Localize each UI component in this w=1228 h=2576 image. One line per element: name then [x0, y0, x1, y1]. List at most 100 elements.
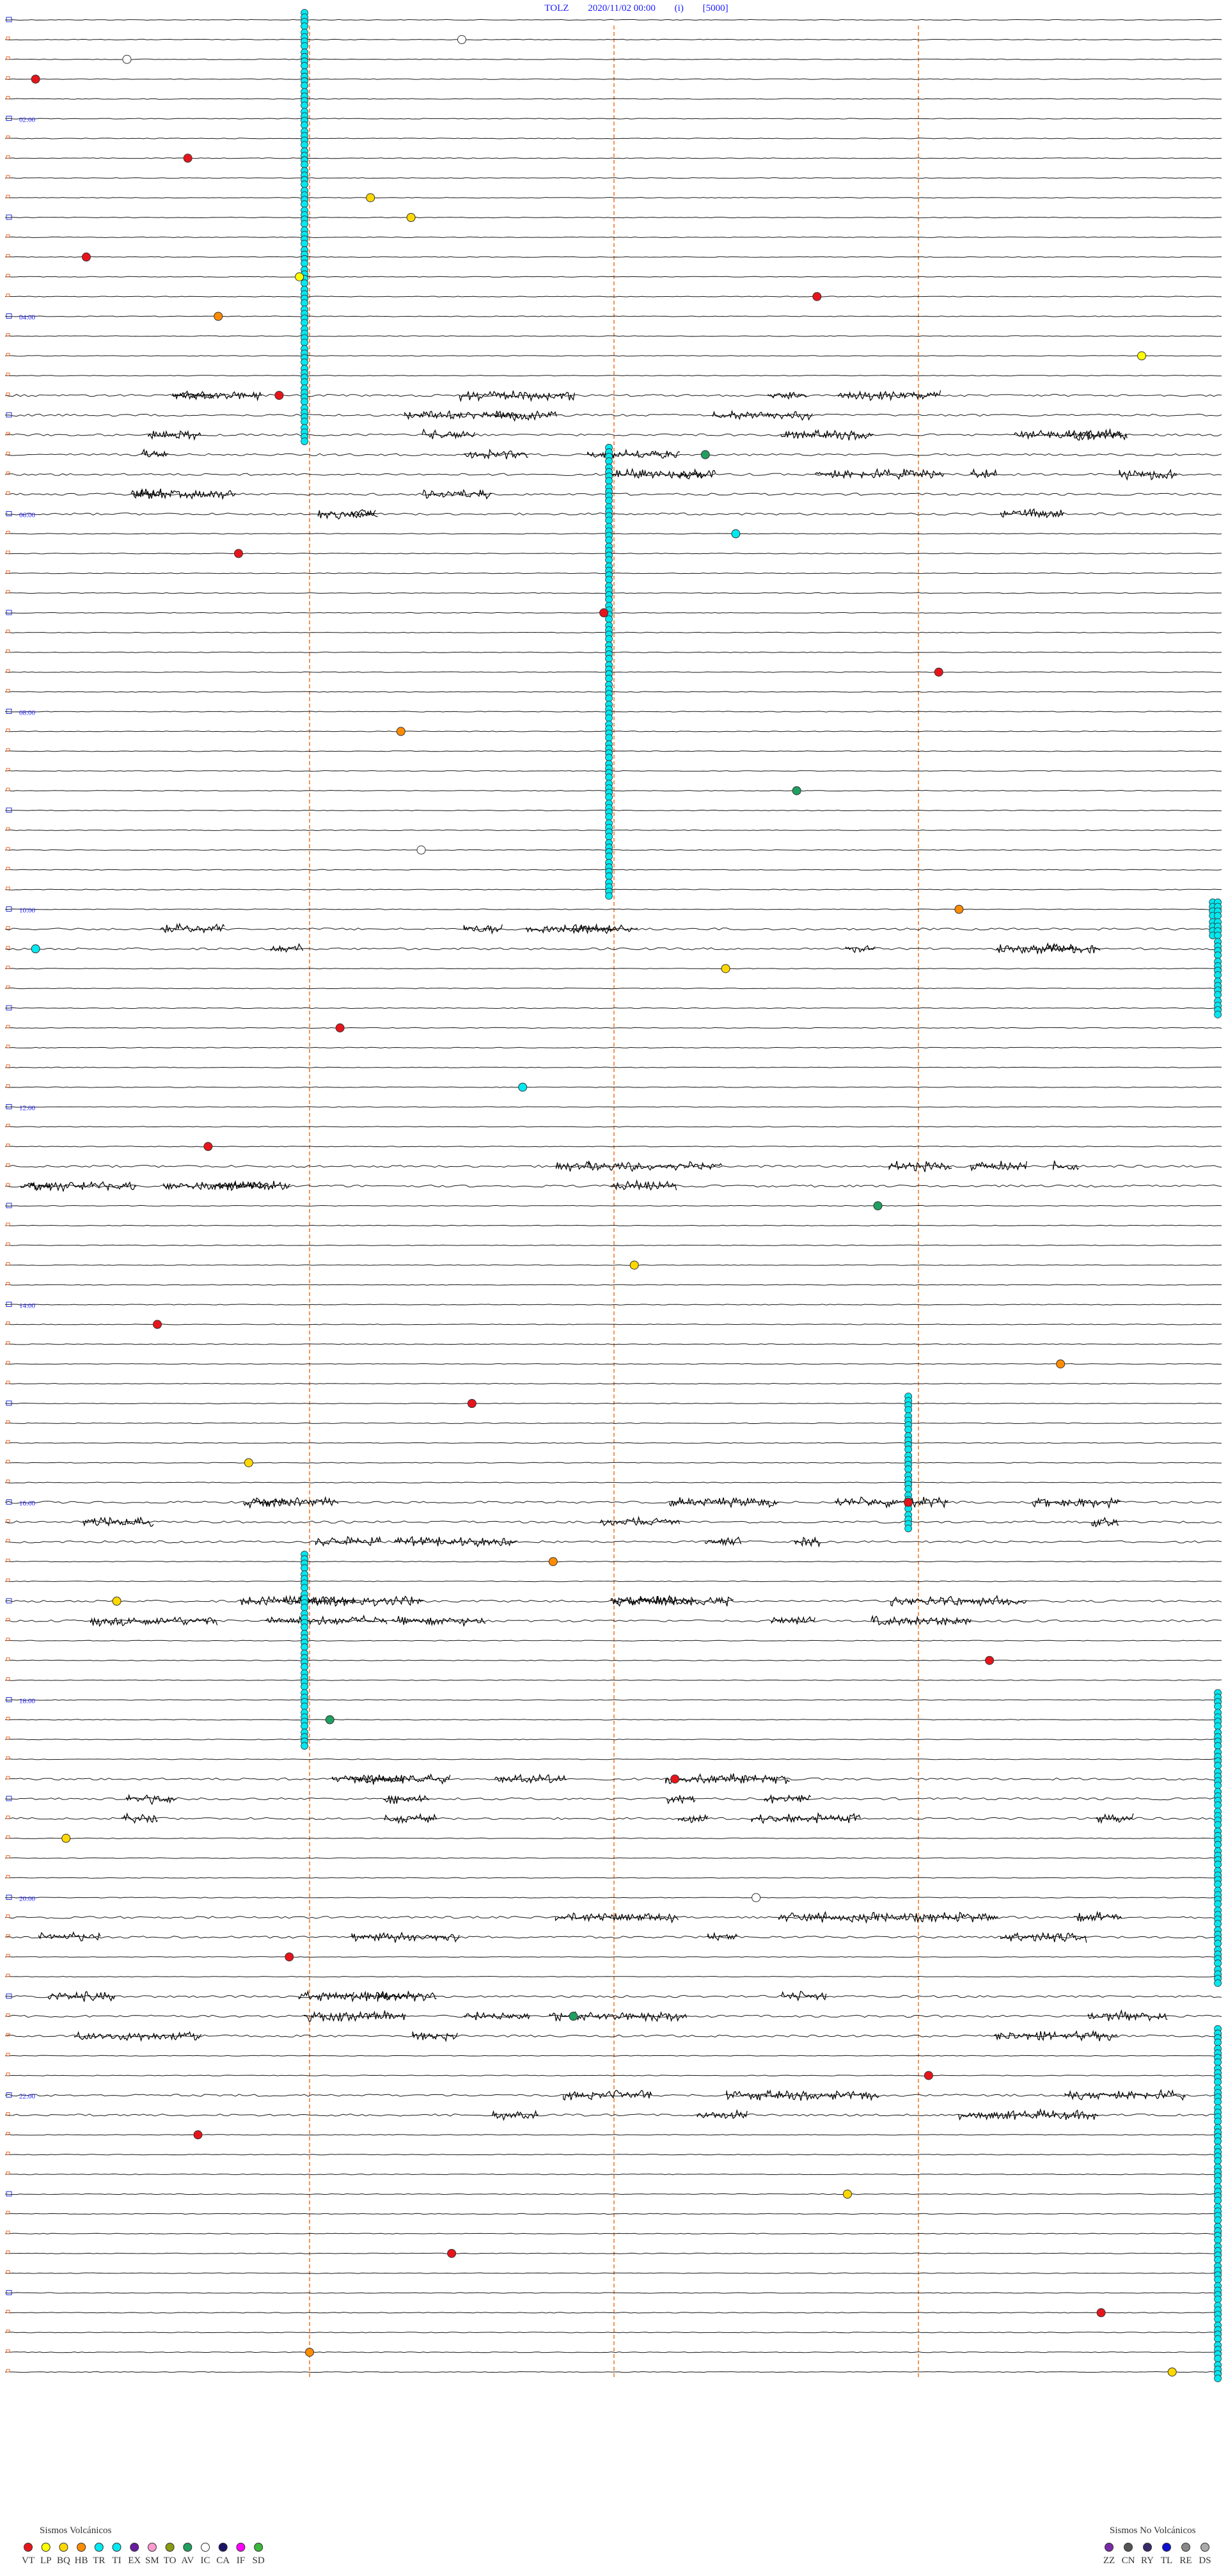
signal-burst [175, 390, 262, 402]
signal-burst [132, 488, 236, 500]
legend-swatch [165, 2543, 175, 2552]
legend-code: ZZ [1103, 2556, 1115, 2566]
trace-row [4, 968, 1222, 970]
tremor-marker [605, 714, 613, 722]
event-marker [1056, 1359, 1066, 1369]
signal-burst [524, 924, 638, 935]
tremor-marker [1214, 2315, 1222, 2323]
row-marker [6, 1341, 10, 1345]
row-marker [6, 807, 12, 813]
row-marker [6, 1143, 10, 1147]
event-marker [792, 786, 801, 796]
tremor-marker [1214, 2236, 1222, 2244]
row-marker [6, 2151, 10, 2155]
trace-row [4, 1047, 1222, 1048]
row-marker [6, 1558, 10, 1562]
row-marker [6, 96, 10, 100]
event-marker [305, 2348, 314, 2357]
trace-row [4, 889, 1222, 890]
tremor-marker [301, 259, 308, 267]
signal-burst [496, 410, 557, 422]
tremor-marker [301, 279, 308, 287]
event-marker [203, 1142, 213, 1151]
row-marker [6, 2211, 10, 2215]
event-marker [518, 1082, 528, 1092]
signal-burst [726, 2090, 766, 2101]
event-marker [467, 1399, 476, 1408]
row-marker [6, 1835, 10, 1839]
row-marker [6, 234, 10, 238]
row-marker [6, 1005, 12, 1011]
row-marker [6, 274, 10, 278]
tremor-marker [301, 239, 308, 248]
tremor-marker [1214, 1722, 1222, 1730]
row-marker [6, 76, 10, 80]
tremor-marker [605, 734, 613, 742]
legend-code: EX [128, 2556, 141, 2566]
tremor-marker [1214, 2256, 1222, 2264]
tremor-markers [301, 9, 1222, 2383]
legend-code: VT [22, 2556, 35, 2566]
row-marker [6, 1440, 10, 1444]
trace-row [4, 573, 1222, 574]
tremor-marker [301, 1584, 308, 1592]
row-marker [6, 906, 12, 912]
trace-row [4, 947, 1222, 951]
tremor-marker [301, 61, 308, 70]
signal-burst [587, 1160, 723, 1173]
row-marker [6, 768, 10, 771]
legend-swatch [1181, 2543, 1190, 2552]
tremor-marker [605, 576, 613, 584]
signal-burst [74, 2031, 202, 2043]
tremor-marker [1214, 1920, 1222, 1928]
row-marker [6, 1638, 10, 1641]
row-marker [6, 372, 10, 376]
trace-row [4, 1659, 1222, 1661]
event-marker [812, 292, 822, 301]
tremor-marker [1214, 1959, 1222, 1968]
tremor-marker [605, 635, 613, 643]
legend-code: CN [1122, 2556, 1135, 2566]
row-marker [6, 56, 10, 60]
row-marker [6, 748, 10, 752]
trace-row [4, 2074, 1222, 2076]
tremor-marker [1214, 1900, 1222, 1908]
trace-row [4, 1442, 1222, 1444]
signal-burst [265, 1614, 388, 1625]
row-marker [6, 1993, 12, 1999]
signal-burst [781, 1991, 827, 2002]
row-marker [6, 1222, 10, 1226]
signal-burst [764, 1794, 811, 1804]
trace-row [4, 2034, 1222, 2038]
tremor-marker [1214, 2216, 1222, 2224]
row-marker [6, 1064, 10, 1068]
tremor-marker [1214, 2157, 1222, 2165]
trace-row [4, 849, 1222, 851]
row-marker [6, 392, 10, 396]
trace-row [4, 2371, 1222, 2373]
signal-bursts [20, 390, 1186, 2121]
signal-burst [351, 1931, 460, 1943]
row-marker [6, 1815, 10, 1819]
signal-burst [697, 2109, 748, 2119]
trace-row [4, 731, 1222, 732]
event-marker [985, 1655, 995, 1665]
trace-row [4, 2193, 1222, 2195]
signal-burst [90, 1616, 218, 1627]
row-marker [6, 1302, 12, 1307]
signal-burst [704, 1536, 742, 1547]
signal-burst [970, 1160, 1027, 1172]
event-marker [244, 1458, 253, 1467]
event-marker [904, 1497, 913, 1507]
trace-row [4, 2055, 1222, 2057]
row-marker [6, 2033, 10, 2037]
tremor-marker [301, 358, 308, 367]
tremor-marker [301, 1702, 308, 1711]
row-marker [6, 728, 10, 732]
tremor-marker [301, 299, 308, 307]
event-marker [1096, 2308, 1106, 2318]
tremor-marker [605, 615, 613, 623]
header-datetime: 2020/11/02 00:00 [588, 3, 656, 13]
seismic-traces [4, 19, 1222, 2373]
event-marker [233, 549, 243, 558]
